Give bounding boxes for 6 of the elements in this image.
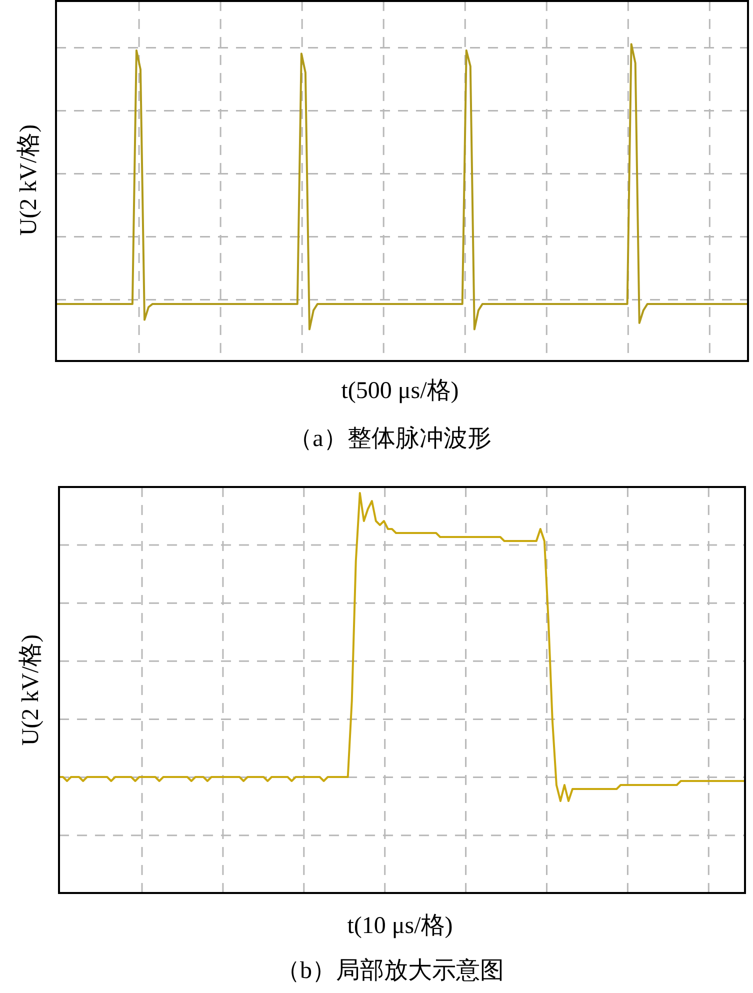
text: （b）局部放大示意图 [276, 956, 504, 986]
x-axis-title: t(500 μs/格) [341, 377, 459, 406]
x-axis-title: t(10 μs/格) [347, 912, 453, 941]
y-axis-title: U(2 kV/格) [17, 634, 45, 746]
y-axis-title: U(2 kV/格) [15, 124, 43, 236]
text: （a）整体脉冲波形 [288, 424, 492, 454]
